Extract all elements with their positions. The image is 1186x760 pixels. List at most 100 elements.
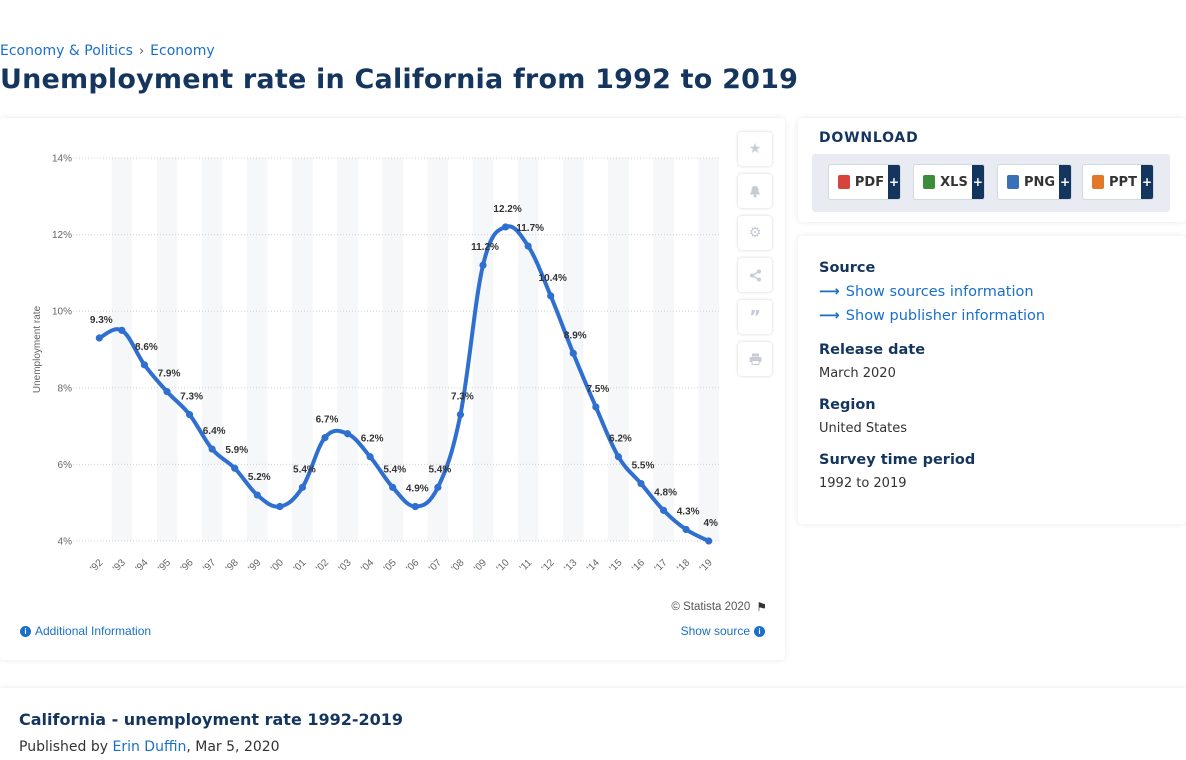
pdf-file-icon bbox=[838, 175, 850, 189]
x-tick-label: '92 bbox=[88, 557, 105, 574]
data-label: 10.4% bbox=[539, 273, 567, 284]
flag-icon[interactable]: ⚑ bbox=[756, 600, 767, 614]
y-tick-label: 8% bbox=[58, 383, 73, 394]
data-point bbox=[547, 292, 555, 300]
download-ppt-label: PPT bbox=[1109, 174, 1137, 190]
additional-information-link[interactable]: i Additional Information bbox=[20, 624, 151, 638]
data-point bbox=[231, 464, 239, 472]
region-value: United States bbox=[819, 421, 908, 436]
data-point bbox=[321, 433, 329, 442]
data-point bbox=[411, 502, 419, 511]
published-date: , Mar 5, 2020 bbox=[186, 739, 280, 755]
plus-icon: + bbox=[1059, 165, 1071, 199]
download-card: DOWNLOAD PDF + XLS + PNG + PPT + bbox=[798, 118, 1186, 222]
star-icon[interactable]: ★ bbox=[738, 132, 772, 166]
data-label: 5.9% bbox=[225, 445, 248, 456]
x-tick-label: '15 bbox=[608, 557, 625, 574]
data-point bbox=[389, 483, 397, 491]
copyright-text: © Statista 2020 bbox=[671, 601, 751, 613]
author-link[interactable]: Erin Duffin bbox=[112, 739, 187, 755]
breadcrumb-economy[interactable]: Economy bbox=[150, 43, 215, 59]
info-icon: i bbox=[754, 625, 765, 637]
x-tick-label: '10 bbox=[495, 557, 512, 574]
x-tick-label: '01 bbox=[292, 557, 309, 574]
download-bar: PDF + XLS + PNG + PPT + bbox=[812, 154, 1170, 212]
x-tick-label: '12 bbox=[540, 557, 557, 574]
x-tick-label: '00 bbox=[269, 557, 286, 574]
y-tick-label: 4% bbox=[58, 537, 73, 548]
data-point bbox=[569, 349, 577, 357]
x-tick-label: '96 bbox=[179, 557, 196, 574]
region-label: Region bbox=[819, 397, 876, 413]
download-xls-button[interactable]: XLS + bbox=[913, 164, 985, 200]
x-tick-label: '13 bbox=[562, 557, 579, 574]
png-file-icon bbox=[1007, 175, 1019, 189]
download-ppt-button[interactable]: PPT + bbox=[1082, 164, 1154, 200]
data-label: 4% bbox=[703, 518, 718, 529]
y-tick-label: 14% bbox=[52, 154, 72, 165]
data-point bbox=[501, 223, 510, 231]
x-tick-label: '18 bbox=[675, 557, 692, 574]
data-label: 6.2% bbox=[609, 434, 632, 445]
column-band bbox=[698, 158, 719, 541]
release-date-value: March 2020 bbox=[819, 366, 896, 381]
data-point bbox=[140, 361, 149, 369]
breadcrumb: Economy & Politics › Economy bbox=[0, 43, 215, 59]
data-label: 4.3% bbox=[677, 507, 700, 518]
download-png-button[interactable]: PNG + bbox=[997, 164, 1072, 200]
column-band bbox=[608, 158, 629, 541]
x-tick-label: '17 bbox=[653, 557, 670, 574]
data-point bbox=[298, 483, 307, 491]
plus-icon: + bbox=[971, 165, 984, 199]
data-label: 5.4% bbox=[428, 464, 451, 475]
data-label: 11.7% bbox=[516, 223, 544, 234]
data-label: 5.4% bbox=[293, 464, 316, 475]
data-label: 7.3% bbox=[451, 392, 474, 403]
share-icon[interactable] bbox=[738, 258, 772, 292]
show-sources-link[interactable]: ⟶ Show sources information bbox=[819, 284, 1034, 300]
column-band bbox=[292, 158, 313, 541]
quote-icon[interactable]: ” bbox=[738, 300, 772, 334]
arrow-right-icon: ⟶ bbox=[819, 284, 840, 300]
data-label: 11.2% bbox=[471, 242, 499, 253]
download-title: DOWNLOAD bbox=[819, 130, 919, 146]
data-point bbox=[456, 411, 465, 419]
published-by: Published by Erin Duffin, Mar 5, 2020 bbox=[19, 739, 280, 755]
column-band bbox=[247, 158, 268, 541]
x-tick-label: '93 bbox=[111, 557, 128, 574]
column-band bbox=[472, 158, 494, 541]
x-tick-label: '11 bbox=[518, 557, 535, 574]
additional-information-label: Additional Information bbox=[35, 624, 152, 638]
breadcrumb-economy-politics[interactable]: Economy & Politics bbox=[0, 43, 133, 59]
data-point bbox=[682, 525, 690, 534]
x-tick-label: '99 bbox=[246, 557, 263, 574]
data-label: 9.3% bbox=[90, 315, 113, 326]
data-point bbox=[705, 537, 713, 545]
survey-period-value: 1992 to 2019 bbox=[819, 476, 907, 491]
data-label: 8.6% bbox=[135, 342, 158, 353]
data-point bbox=[366, 453, 374, 461]
description-card: California - unemployment rate 1992-2019… bbox=[0, 688, 1186, 760]
data-point bbox=[163, 388, 171, 396]
y-tick-label: 12% bbox=[52, 230, 72, 241]
show-source-link[interactable]: Show source i bbox=[681, 624, 765, 638]
show-source-label: Show source bbox=[680, 624, 750, 638]
print-icon[interactable] bbox=[738, 342, 772, 376]
gear-icon[interactable]: ⚙ bbox=[738, 216, 772, 250]
download-pdf-button[interactable]: PDF + bbox=[828, 164, 901, 200]
source-label: Source bbox=[819, 260, 876, 276]
show-publisher-link[interactable]: ⟶ Show publisher information bbox=[819, 308, 1045, 324]
data-label: 5.5% bbox=[632, 461, 655, 472]
data-label: 5.4% bbox=[383, 464, 406, 475]
release-date-label: Release date bbox=[819, 342, 926, 358]
bell-icon[interactable] bbox=[738, 174, 772, 208]
show-sources-label: Show sources information bbox=[845, 284, 1034, 300]
published-prefix: Published by bbox=[19, 739, 109, 755]
x-tick-label: '03 bbox=[337, 557, 354, 574]
data-point bbox=[185, 411, 194, 419]
data-label: 4.8% bbox=[654, 487, 677, 498]
column-band bbox=[653, 158, 674, 541]
column-band bbox=[156, 158, 178, 541]
survey-period-label: Survey time period bbox=[819, 452, 976, 468]
data-label: 7.9% bbox=[158, 369, 181, 380]
